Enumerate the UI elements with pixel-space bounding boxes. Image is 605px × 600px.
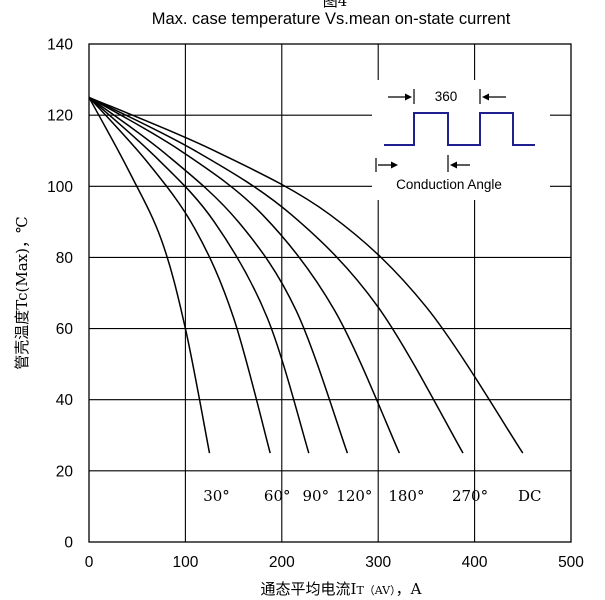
y-tick-label: 140 bbox=[47, 37, 73, 54]
curve-label-120: 120° bbox=[336, 487, 372, 505]
y-axis-label: 管壳温度Tc(Max)，℃ bbox=[13, 216, 31, 370]
curve-label-90: 90° bbox=[302, 487, 329, 505]
y-tick-label: 120 bbox=[47, 108, 73, 125]
curve-labels: 30° 60° 90° 120° 180° 270° DC bbox=[203, 487, 541, 505]
plot-frame bbox=[88, 43, 572, 543]
x-tick-labels: 0 100 200 300 400 500 bbox=[85, 554, 585, 571]
y-tick-labels: 0 20 40 60 80 100 120 140 bbox=[47, 37, 73, 552]
y-tick-label: 0 bbox=[64, 535, 73, 552]
conduction-angle-label: Conduction Angle bbox=[396, 177, 502, 192]
chart-title: Max. case temperature Vs.mean on-state c… bbox=[152, 10, 511, 28]
curve-120 bbox=[88, 96, 349, 454]
period-label: 360 bbox=[435, 89, 458, 104]
curve-30 bbox=[88, 97, 211, 454]
angle-arrowhead-right bbox=[450, 161, 457, 169]
x-tick-label: 500 bbox=[558, 554, 584, 571]
curve-label-dc: DC bbox=[518, 487, 542, 505]
y-tick-label: 40 bbox=[56, 392, 74, 409]
x-axis-label-main: 通态平均电流I bbox=[261, 580, 357, 598]
y-tick-label: 100 bbox=[47, 179, 73, 196]
x-tick-label: 100 bbox=[172, 554, 198, 571]
curve-270 bbox=[88, 96, 464, 454]
curves bbox=[88, 96, 524, 454]
curve-180 bbox=[88, 96, 401, 454]
x-axis-label-subscript: T（AV） bbox=[356, 584, 395, 597]
curve-label-180: 180° bbox=[388, 487, 424, 505]
figure-label: 图4 bbox=[323, 0, 348, 10]
curve-label-30: 30° bbox=[203, 487, 230, 505]
inset-waveform: 360 Conduction Angle bbox=[372, 80, 550, 200]
curve-60 bbox=[88, 96, 271, 454]
x-tick-label: 200 bbox=[269, 554, 295, 571]
y-tick-label: 60 bbox=[56, 321, 74, 338]
waveform-line bbox=[384, 112, 535, 146]
curve-dc bbox=[88, 96, 524, 454]
curve-90 bbox=[88, 96, 310, 454]
x-axis-label: 通态平均电流IT（AV），A bbox=[261, 580, 422, 598]
y-tick-label: 20 bbox=[56, 463, 74, 480]
x-axis-label-unit: ，A bbox=[396, 580, 422, 598]
angle-arrowhead-left bbox=[391, 161, 398, 169]
x-tick-label: 400 bbox=[462, 554, 488, 571]
curve-label-60: 60° bbox=[264, 487, 291, 505]
curve-label-270: 270° bbox=[452, 487, 488, 505]
x-tick-label: 300 bbox=[365, 554, 391, 571]
period-arrowhead-left bbox=[405, 93, 412, 101]
y-tick-label: 80 bbox=[56, 250, 74, 267]
x-tick-label: 0 bbox=[85, 554, 94, 571]
inset-background bbox=[372, 80, 550, 200]
period-arrowhead-right bbox=[482, 93, 489, 101]
